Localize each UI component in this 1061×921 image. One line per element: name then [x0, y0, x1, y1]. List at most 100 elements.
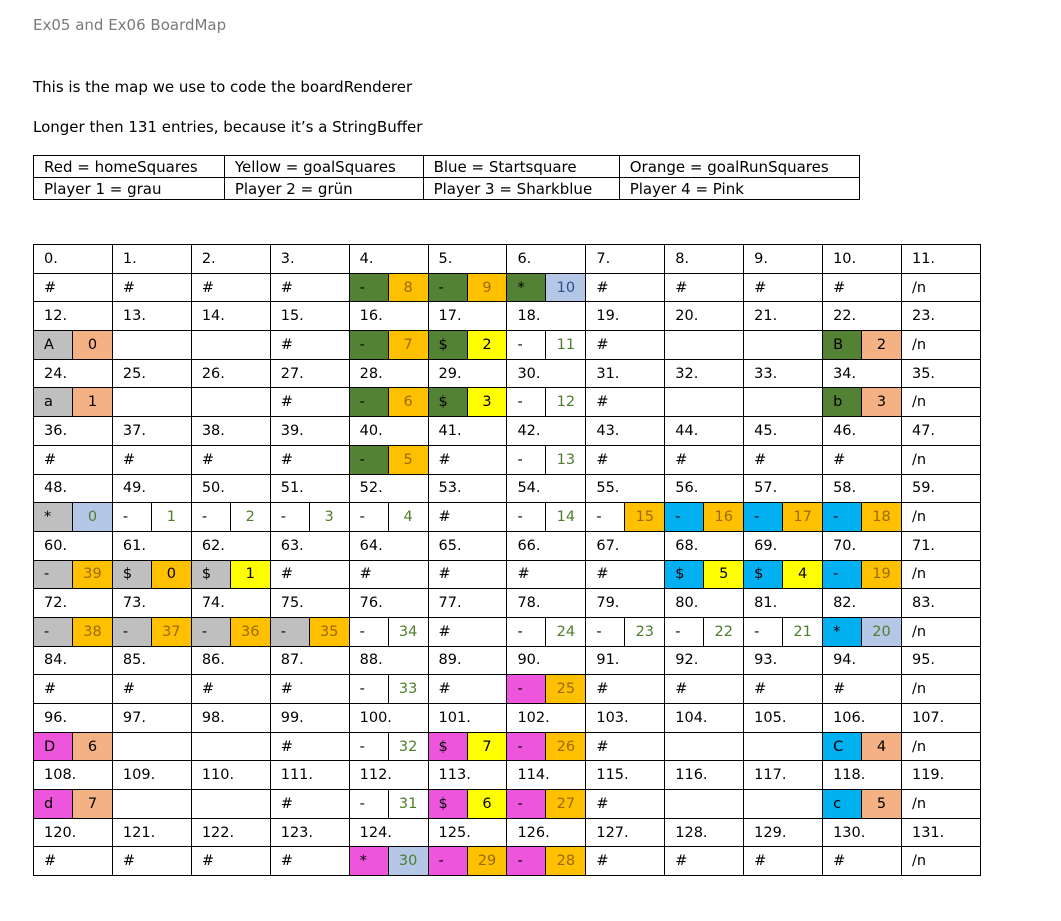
board-content-cell: #: [111, 674, 192, 704]
board-content-cell: #: [269, 559, 350, 590]
cell-symbol: B: [823, 331, 862, 359]
board-index-cell: 32.: [664, 358, 745, 389]
board-index-cell: 107.: [900, 703, 982, 733]
board-index-cell: 55.: [585, 473, 666, 504]
board-content-cell: [664, 731, 745, 762]
board-content-cell: - 13: [506, 444, 587, 475]
cell-text: /n: [911, 394, 927, 411]
board-content-cell: -37: [111, 616, 192, 647]
board-content-cell: #: [427, 674, 508, 704]
cell-symbol: -: [34, 560, 72, 589]
cell-symbol: C: [823, 732, 862, 761]
cell-symbol: -: [507, 790, 546, 818]
cell-symbol: -: [428, 273, 467, 302]
board-content-cell: * 10: [506, 272, 587, 303]
board-content-cell: [743, 731, 824, 762]
board-index-cell: 77.: [427, 588, 508, 618]
board-index-row: 48. 49. 50. 51. 52. 53. 54. 55. 56. 57. 58. 59.: [33, 473, 982, 504]
board-index-cell: 119.: [900, 760, 982, 791]
board-content-cell: -18: [822, 502, 902, 532]
cell-symbol: -: [517, 451, 523, 468]
board-content-cell: $5: [664, 559, 745, 590]
board-content-cell: /n: [900, 387, 982, 418]
cell-symbol: -: [517, 336, 523, 353]
board-index-cell: 35.: [900, 358, 982, 389]
board-index-cell: 85.: [111, 645, 192, 676]
board-content-cell: #: [664, 272, 745, 303]
board-content-cell: [190, 387, 271, 418]
cell-symbol: -: [507, 847, 546, 876]
board-index-cell: 114.: [506, 760, 587, 791]
cell-text: #: [280, 681, 293, 698]
cell-value: 11: [545, 331, 585, 359]
board-index-cell: 66.: [506, 530, 587, 561]
board-index-cell: 128.: [664, 817, 745, 848]
cell-value: 24: [545, 617, 585, 646]
board-content-cell: #: [585, 387, 666, 418]
cell-text: /n: [911, 566, 927, 583]
board-index-cell: 80.: [664, 588, 745, 618]
cell-value: 8: [387, 273, 428, 302]
cell-symbol: *: [823, 617, 862, 646]
board-content-cell: - 33: [348, 674, 429, 704]
board-index-cell: 9.: [743, 244, 824, 274]
board-index-cell: 86.: [190, 645, 271, 676]
cell-text: #: [280, 853, 293, 870]
cell-value: 12: [545, 388, 585, 417]
cell-value: 5: [861, 790, 901, 818]
board-index-row: 120. 121. 122. 123. 124. 125. 126. 127. 128. 129.…: [33, 817, 982, 848]
board-index-cell: 110.: [190, 760, 271, 791]
board-content-cell: -4: [348, 502, 429, 532]
board-index-cell: 76.: [348, 588, 429, 618]
board-index-cell: 120.: [33, 817, 113, 848]
cell-value: 3: [466, 388, 507, 417]
cell-value: 35: [308, 617, 349, 646]
board-index-row: 72. 73. 74. 75. 76. 77. 78. 79. 80. 81. 82. 83.: [33, 588, 982, 618]
board-index-cell: 2.: [190, 244, 271, 274]
board-content-cell: #: [427, 444, 508, 475]
cell-text: #: [201, 853, 214, 870]
board-content-cell: #: [33, 674, 113, 704]
cell-value: 6: [387, 388, 428, 417]
board-content-row: d 7 # -31 $6-27 # c 5/n: [33, 789, 982, 819]
board-index-cell: 43.: [585, 416, 666, 446]
board-index-cell: 64.: [348, 530, 429, 561]
board-content-cell: [190, 731, 271, 762]
board-index-row: 12. 13. 14. 15. 16. 17. 18. 19. 20. 21. 22. 23.: [33, 301, 982, 332]
board-index-cell: 23.: [900, 301, 982, 332]
board-index-cell: 3.: [269, 244, 350, 274]
board-index-cell: 42.: [506, 416, 587, 446]
board-content-cell: -29: [427, 846, 508, 877]
board-index-cell: 16.: [348, 301, 429, 332]
board-index-cell: 37.: [111, 416, 192, 446]
board-content-cell: #: [427, 502, 508, 532]
board-content-cell: #: [585, 731, 666, 762]
cell-symbol: -: [191, 617, 230, 646]
board-index-cell: 18.: [506, 301, 587, 332]
cell-symbol: c: [823, 790, 862, 818]
cell-text: /n: [911, 279, 927, 296]
board-content-cell: #: [269, 387, 350, 418]
cell-symbol: a: [34, 388, 72, 417]
document-title: Ex05 and Ex06 BoardMap: [33, 16, 227, 34]
board-index-cell: 36.: [33, 416, 113, 446]
board-content-cell: [111, 330, 192, 360]
board-content-cell: -16: [664, 502, 745, 532]
board-index-cell: 39.: [269, 416, 350, 446]
cell-text: #: [44, 279, 57, 296]
cell-value: 31: [387, 790, 428, 818]
board-content-cell: [743, 789, 824, 819]
board-content-cell: - 14: [506, 502, 587, 532]
cell-value: 37: [150, 617, 191, 646]
board-content-cell: [664, 330, 745, 360]
cell-text: #: [833, 451, 846, 468]
cell-symbol: -: [359, 738, 365, 755]
board-index-row: 0. 1. 2. 3. 4. 5. 6. 7. 8. 9. 10. 11.: [33, 244, 982, 274]
cell-value: 5: [703, 560, 744, 589]
board-content-cell: - 22: [664, 616, 745, 647]
board-content-cell: #: [269, 444, 350, 475]
board-index-cell: 97.: [111, 703, 192, 733]
board-index-cell: 87.: [269, 645, 350, 676]
